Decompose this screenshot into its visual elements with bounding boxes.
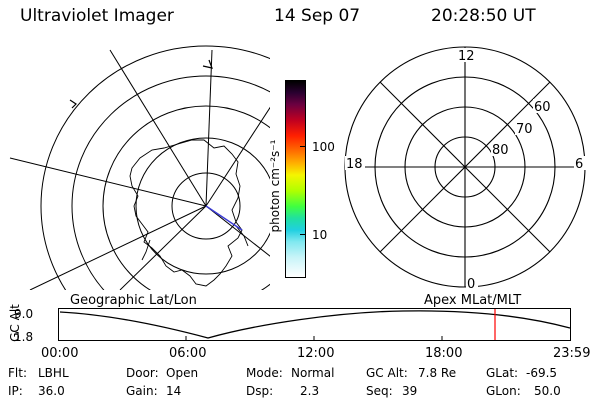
altitude-plot — [58, 308, 571, 341]
time-tick-label: 18:00 — [425, 346, 463, 361]
meridian-line — [205, 49, 213, 207]
dsp-value: 2.3 — [300, 384, 320, 398]
colorbar-tick-label: 100 — [312, 140, 335, 154]
date-label: 14 Sep 07 — [274, 6, 361, 26]
glat-value: -69.5 — [526, 366, 558, 380]
mlt-label-12: 12 — [458, 49, 475, 64]
meridian-line — [9, 157, 207, 207]
lat-label-80: 80 — [492, 143, 509, 158]
gc-alt-value: 7.8 Re — [418, 366, 457, 380]
arrow-icon — [202, 59, 213, 69]
latitude-ring — [40, 45, 270, 290]
seq-value: 39 — [402, 384, 418, 398]
glat-label: GLat: — [486, 366, 519, 380]
colorbar — [285, 80, 306, 278]
seq-label: Seq: — [366, 384, 393, 398]
ip-label: IP: — [8, 384, 23, 398]
meridian-line — [205, 205, 270, 257]
ip-value: 36.0 — [38, 384, 65, 398]
mlt-label-6: 6 — [575, 157, 583, 172]
latitude-ring — [171, 172, 241, 240]
altitude-tick-max: 9.0 — [14, 307, 34, 321]
latitude-ring — [135, 137, 270, 275]
latitude-ring — [71, 75, 270, 290]
time-tick-label: 23:59 — [553, 346, 591, 361]
lat-label-70: 70 — [516, 122, 533, 137]
gain-label: Gain: — [126, 384, 158, 398]
polar-grid: 12 18 6 0 60 70 80 — [344, 46, 586, 290]
mlt-label-18: 18 — [346, 157, 363, 172]
glon-label: GLon: — [486, 384, 521, 398]
glon-value: 50.0 — [534, 384, 561, 398]
magnetic-map-label: Apex MLat/MLT — [424, 293, 522, 308]
colorbar-unit-label: photon cm⁻²s⁻¹ — [268, 139, 282, 233]
instrument-title: Ultraviolet Imager — [20, 6, 174, 26]
colorbar-tick-label: 10 — [312, 228, 328, 242]
door-label: Door: — [126, 366, 159, 380]
geographic-map-label: Geographic Lat/Lon — [70, 293, 197, 308]
colorbar-tick — [300, 146, 305, 147]
meridian-line — [29, 205, 207, 290]
arrow-icon — [69, 99, 77, 109]
door-value: Open — [166, 366, 199, 380]
altitude-tick-min: 1.8 — [14, 330, 34, 344]
dsp-label: Dsp: — [246, 384, 274, 398]
time-tick-label: 06:00 — [169, 346, 207, 361]
mlt-label-0: 0 — [467, 277, 475, 290]
satellite-track — [205, 205, 243, 231]
mode-label: Mode: — [246, 366, 283, 380]
meridian-line — [109, 49, 207, 207]
time-label: 20:28:50 UT — [431, 6, 536, 26]
lat-label-60: 60 — [534, 100, 551, 115]
mode-value: Normal — [291, 366, 335, 380]
geographic-map — [9, 45, 270, 290]
coastline — [141, 239, 151, 261]
meridian-line — [205, 106, 270, 207]
altitude-curve — [59, 310, 571, 339]
coastline — [129, 139, 243, 287]
time-tick-label: 12:00 — [297, 346, 335, 361]
mlt-line — [379, 81, 551, 253]
gc-alt-label: GC Alt: — [366, 366, 408, 380]
latitude-ring — [102, 105, 270, 290]
meridian-line — [119, 205, 207, 290]
time-tick-label: 00:00 — [41, 346, 79, 361]
filter-label: Flt: — [8, 366, 27, 380]
coastline — [235, 225, 249, 247]
gain-value: 14 — [166, 384, 182, 398]
filter-value: LBHL — [38, 366, 69, 380]
colorbar-tick — [300, 234, 305, 235]
